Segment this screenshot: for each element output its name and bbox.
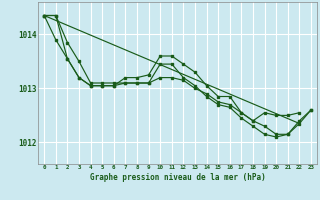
X-axis label: Graphe pression niveau de la mer (hPa): Graphe pression niveau de la mer (hPa) (90, 173, 266, 182)
